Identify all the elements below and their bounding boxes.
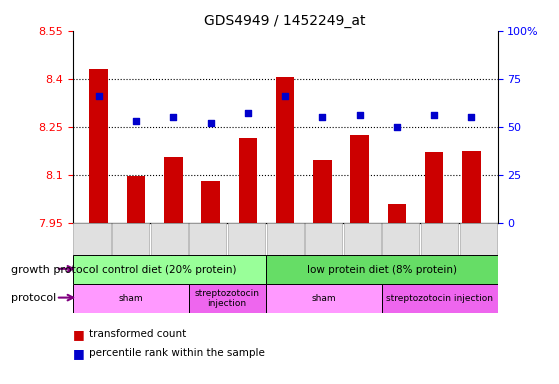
FancyBboxPatch shape — [382, 284, 498, 313]
FancyBboxPatch shape — [188, 284, 266, 313]
FancyBboxPatch shape — [305, 223, 342, 255]
Text: ■: ■ — [73, 328, 84, 341]
Text: streptozotocin injection: streptozotocin injection — [386, 294, 493, 303]
Text: percentile rank within the sample: percentile rank within the sample — [89, 348, 266, 358]
FancyBboxPatch shape — [266, 255, 498, 284]
Point — [94, 93, 103, 99]
FancyBboxPatch shape — [228, 223, 265, 255]
Text: control diet (20% protein): control diet (20% protein) — [102, 265, 236, 275]
Point — [169, 114, 178, 120]
Bar — [350, 135, 369, 223]
Text: low protein diet (8% protein): low protein diet (8% protein) — [307, 265, 457, 275]
Text: sham: sham — [311, 294, 336, 303]
FancyBboxPatch shape — [73, 223, 111, 255]
FancyBboxPatch shape — [267, 223, 304, 255]
FancyBboxPatch shape — [459, 223, 497, 255]
Bar — [387, 204, 406, 223]
Point — [392, 124, 401, 130]
FancyBboxPatch shape — [382, 223, 419, 255]
Point — [131, 118, 140, 124]
Title: GDS4949 / 1452249_at: GDS4949 / 1452249_at — [205, 14, 366, 28]
Text: transformed count: transformed count — [89, 329, 187, 339]
Point — [355, 112, 364, 118]
FancyBboxPatch shape — [112, 223, 149, 255]
Bar — [425, 152, 443, 223]
Bar — [127, 176, 145, 223]
Bar — [89, 69, 108, 223]
Bar — [276, 77, 295, 223]
FancyBboxPatch shape — [73, 255, 266, 284]
Point — [243, 110, 252, 116]
Bar — [313, 161, 331, 223]
Point — [281, 93, 290, 99]
Point — [430, 112, 439, 118]
Bar — [239, 138, 257, 223]
Text: protocol: protocol — [11, 293, 56, 303]
Text: ■: ■ — [73, 347, 84, 360]
Point — [318, 114, 327, 120]
Bar — [164, 157, 183, 223]
FancyBboxPatch shape — [190, 223, 226, 255]
FancyBboxPatch shape — [344, 223, 381, 255]
FancyBboxPatch shape — [73, 284, 188, 313]
Point — [206, 120, 215, 126]
FancyBboxPatch shape — [151, 223, 188, 255]
Text: streptozotocin
injection: streptozotocin injection — [195, 289, 260, 308]
Text: sham: sham — [119, 294, 143, 303]
Bar — [462, 151, 481, 223]
FancyBboxPatch shape — [266, 284, 382, 313]
FancyBboxPatch shape — [421, 223, 458, 255]
Text: growth protocol: growth protocol — [11, 265, 99, 275]
Bar — [201, 181, 220, 223]
Point — [467, 114, 476, 120]
